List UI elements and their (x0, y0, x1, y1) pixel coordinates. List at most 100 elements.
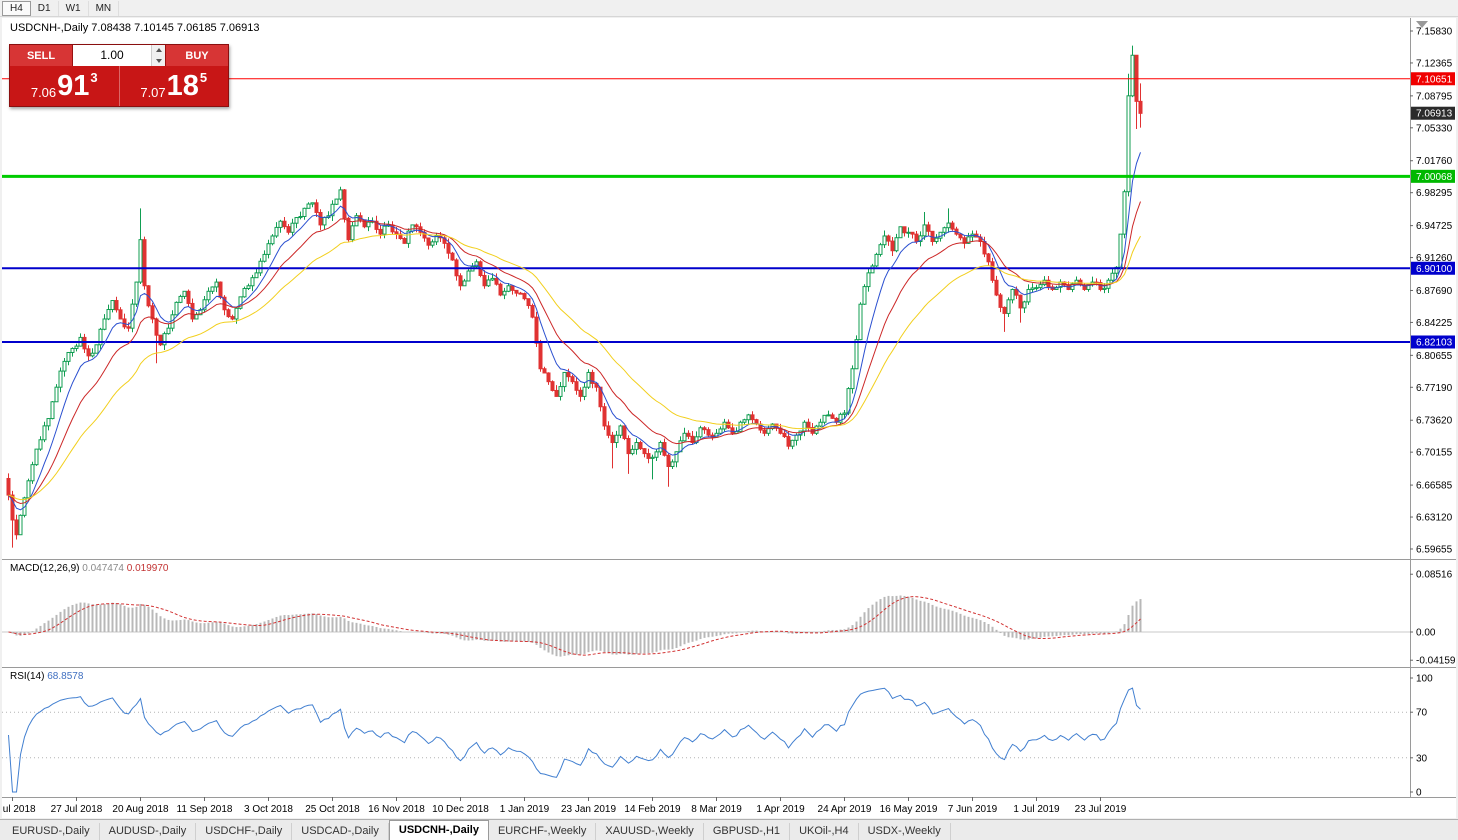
buy-button[interactable]: BUY (166, 45, 228, 66)
price-tag-6.82103 (1411, 335, 1455, 349)
rsi-label: RSI(14) 68.8578 (10, 671, 83, 682)
symbol-tab-7[interactable]: XAUUSD-,Weekly (596, 823, 704, 840)
svg-text:0: 0 (1416, 788, 1422, 799)
one-click-trading-panel: SELL 1.00 BUY 7.06 91 3 7.07 18 5 (9, 44, 229, 107)
svg-text:27 Jul 2018: 27 Jul 2018 (51, 804, 103, 815)
chart-canvas: 7.15830 7.12365 7.08795 7.05330 7.01760 6.982… (2, 18, 1456, 818)
svg-text:30: 30 (1416, 753, 1428, 764)
symbol-tab-4[interactable]: USDCAD-,Daily (292, 823, 389, 840)
symbol-tab-8[interactable]: GBPUSD-,H1 (704, 823, 791, 840)
sell-price-pips: 91 (57, 70, 90, 102)
arrow-up-icon (155, 48, 162, 53)
svg-text:8 Mar 2019: 8 Mar 2019 (691, 804, 742, 815)
timeframe-button-w1[interactable]: W1 (59, 0, 89, 16)
symbol-tab-3[interactable]: USDCHF-,Daily (196, 823, 293, 840)
ma-34-line (8, 233, 1141, 501)
svg-text:7.10651: 7.10651 (1416, 74, 1453, 85)
time-axis[interactable] (2, 797, 1456, 818)
symbol-tab-10[interactable]: USDX-,Weekly (859, 823, 951, 840)
macd-label: MACD(12,26,9) 0.047474 0.019970 (10, 563, 168, 574)
volume-up-button[interactable] (152, 45, 165, 56)
svg-text:6.59655: 6.59655 (1416, 544, 1453, 555)
svg-text:1 Apr 2019: 1 Apr 2019 (756, 804, 805, 815)
ma-8-line (8, 152, 1141, 511)
svg-text:10 Dec 2018: 10 Dec 2018 (432, 804, 489, 815)
svg-text:7.01760: 7.01760 (1416, 156, 1453, 167)
price-axis-labels: 7.15830 7.12365 7.08795 7.05330 7.01760 6.982… (1410, 27, 1456, 799)
svg-text:6.84225: 6.84225 (1416, 318, 1453, 329)
volume-down-button[interactable] (152, 55, 165, 66)
symbol-tab-2[interactable]: AUDUSD-,Daily (100, 823, 197, 840)
buy-price-pips: 18 (166, 70, 199, 102)
svg-text:6.90100: 6.90100 (1416, 264, 1453, 275)
timeframe-button-h4[interactable]: H4 (2, 0, 31, 16)
buy-quote[interactable]: 7.07 18 5 (118, 66, 229, 106)
symbol-tab-bar: EURUSD-,Daily AUDUSD-,Daily USDCHF-,Daily U… (0, 819, 1458, 840)
svg-text:4 Jul 2018: 4 Jul 2018 (2, 804, 36, 815)
symbol-tab-5[interactable]: USDCNH-,Daily (388, 820, 489, 840)
price-tag-7.10651 (1411, 72, 1455, 86)
volume-field[interactable]: 1.00 (72, 45, 166, 66)
svg-text:6.63120: 6.63120 (1416, 513, 1453, 524)
svg-text:0.08516: 0.08516 (1416, 570, 1453, 581)
svg-text:6.77190: 6.77190 (1416, 383, 1453, 394)
time-axis-labels: 4 Jul 2018 27 Jul 2018 20 Aug 2018 11 Sep 2… (2, 797, 1127, 815)
macd-histogram (11, 595, 1142, 657)
timeframe-button-d1[interactable]: D1 (31, 0, 59, 16)
svg-text:7.15830: 7.15830 (1416, 27, 1453, 38)
svg-text:6.87690: 6.87690 (1416, 286, 1453, 297)
svg-text:6.80655: 6.80655 (1416, 351, 1453, 362)
macd-name: MACD(12,26,9) (10, 563, 80, 574)
svg-text:24 Apr 2019: 24 Apr 2019 (818, 804, 872, 815)
svg-text:6.94725: 6.94725 (1416, 221, 1453, 232)
svg-text:70: 70 (1416, 708, 1428, 719)
sell-price-big-figure: 7.06 (30, 85, 57, 100)
sell-quote[interactable]: 7.06 91 3 (10, 66, 119, 106)
svg-text:23 Jan 2019: 23 Jan 2019 (561, 804, 616, 815)
price-tag-7.06913 (1411, 106, 1455, 120)
rsi-panel-surface[interactable] (2, 668, 1410, 797)
arrow-down-icon (155, 58, 162, 63)
svg-text:7.05330: 7.05330 (1416, 123, 1453, 134)
svg-text:1 Jan 2019: 1 Jan 2019 (500, 804, 550, 815)
svg-text:-0.04159: -0.04159 (1416, 656, 1456, 667)
chart-shift-marker[interactable] (1416, 21, 1428, 28)
svg-text:6.70155: 6.70155 (1416, 448, 1453, 459)
svg-text:16 May 2019: 16 May 2019 (880, 804, 938, 815)
svg-text:16 Nov 2018: 16 Nov 2018 (368, 804, 425, 815)
price-tag-7.00068 (1411, 169, 1455, 183)
svg-text:6.82103: 6.82103 (1416, 337, 1453, 348)
svg-text:6.91260: 6.91260 (1416, 253, 1453, 264)
svg-text:7.08795: 7.08795 (1416, 91, 1453, 102)
svg-text:6.98295: 6.98295 (1416, 188, 1453, 199)
svg-text:3 Oct 2018: 3 Oct 2018 (244, 804, 293, 815)
svg-text:1 Jul 2019: 1 Jul 2019 (1013, 804, 1060, 815)
volume-value[interactable]: 1.00 (100, 48, 124, 62)
timeframe-button-mn[interactable]: MN (89, 0, 120, 16)
symbol-tab-1[interactable]: EURUSD-,Daily (3, 823, 100, 840)
rsi-name: RSI(14) (10, 671, 45, 682)
svg-text:7 Jun 2019: 7 Jun 2019 (948, 804, 998, 815)
symbol-tab-6[interactable]: EURCHF-,Weekly (489, 823, 597, 840)
macd-value-main: 0.047474 (82, 563, 124, 574)
main-chart-surface[interactable] (2, 18, 1410, 559)
sell-price-point: 3 (90, 70, 98, 85)
sell-button[interactable]: SELL (10, 45, 72, 66)
buy-price-point: 5 (199, 70, 208, 85)
price-tag-6.90100 (1411, 261, 1455, 275)
macd-panel-surface[interactable] (2, 560, 1410, 667)
chart-title: USDCNH-,Daily 7.08438 7.10145 7.06185 7.… (10, 22, 260, 34)
svg-text:20 Aug 2018: 20 Aug 2018 (112, 804, 169, 815)
timeframe-toolbar: H4 D1 W1 MN (0, 0, 1458, 17)
symbol-tab-9[interactable]: UKOil-,H4 (790, 823, 859, 840)
svg-text:14 Feb 2019: 14 Feb 2019 (624, 804, 681, 815)
horizontal-lines (2, 78, 1410, 343)
svg-text:6.66585: 6.66585 (1416, 481, 1453, 492)
macd-signal-line (8, 596, 1141, 656)
ma-17-line (8, 201, 1141, 504)
svg-text:7.12365: 7.12365 (1416, 58, 1453, 69)
svg-text:11 Sep 2018: 11 Sep 2018 (177, 804, 233, 815)
buy-price-big-figure: 7.07 (140, 85, 166, 100)
volume-spinner (151, 45, 165, 66)
